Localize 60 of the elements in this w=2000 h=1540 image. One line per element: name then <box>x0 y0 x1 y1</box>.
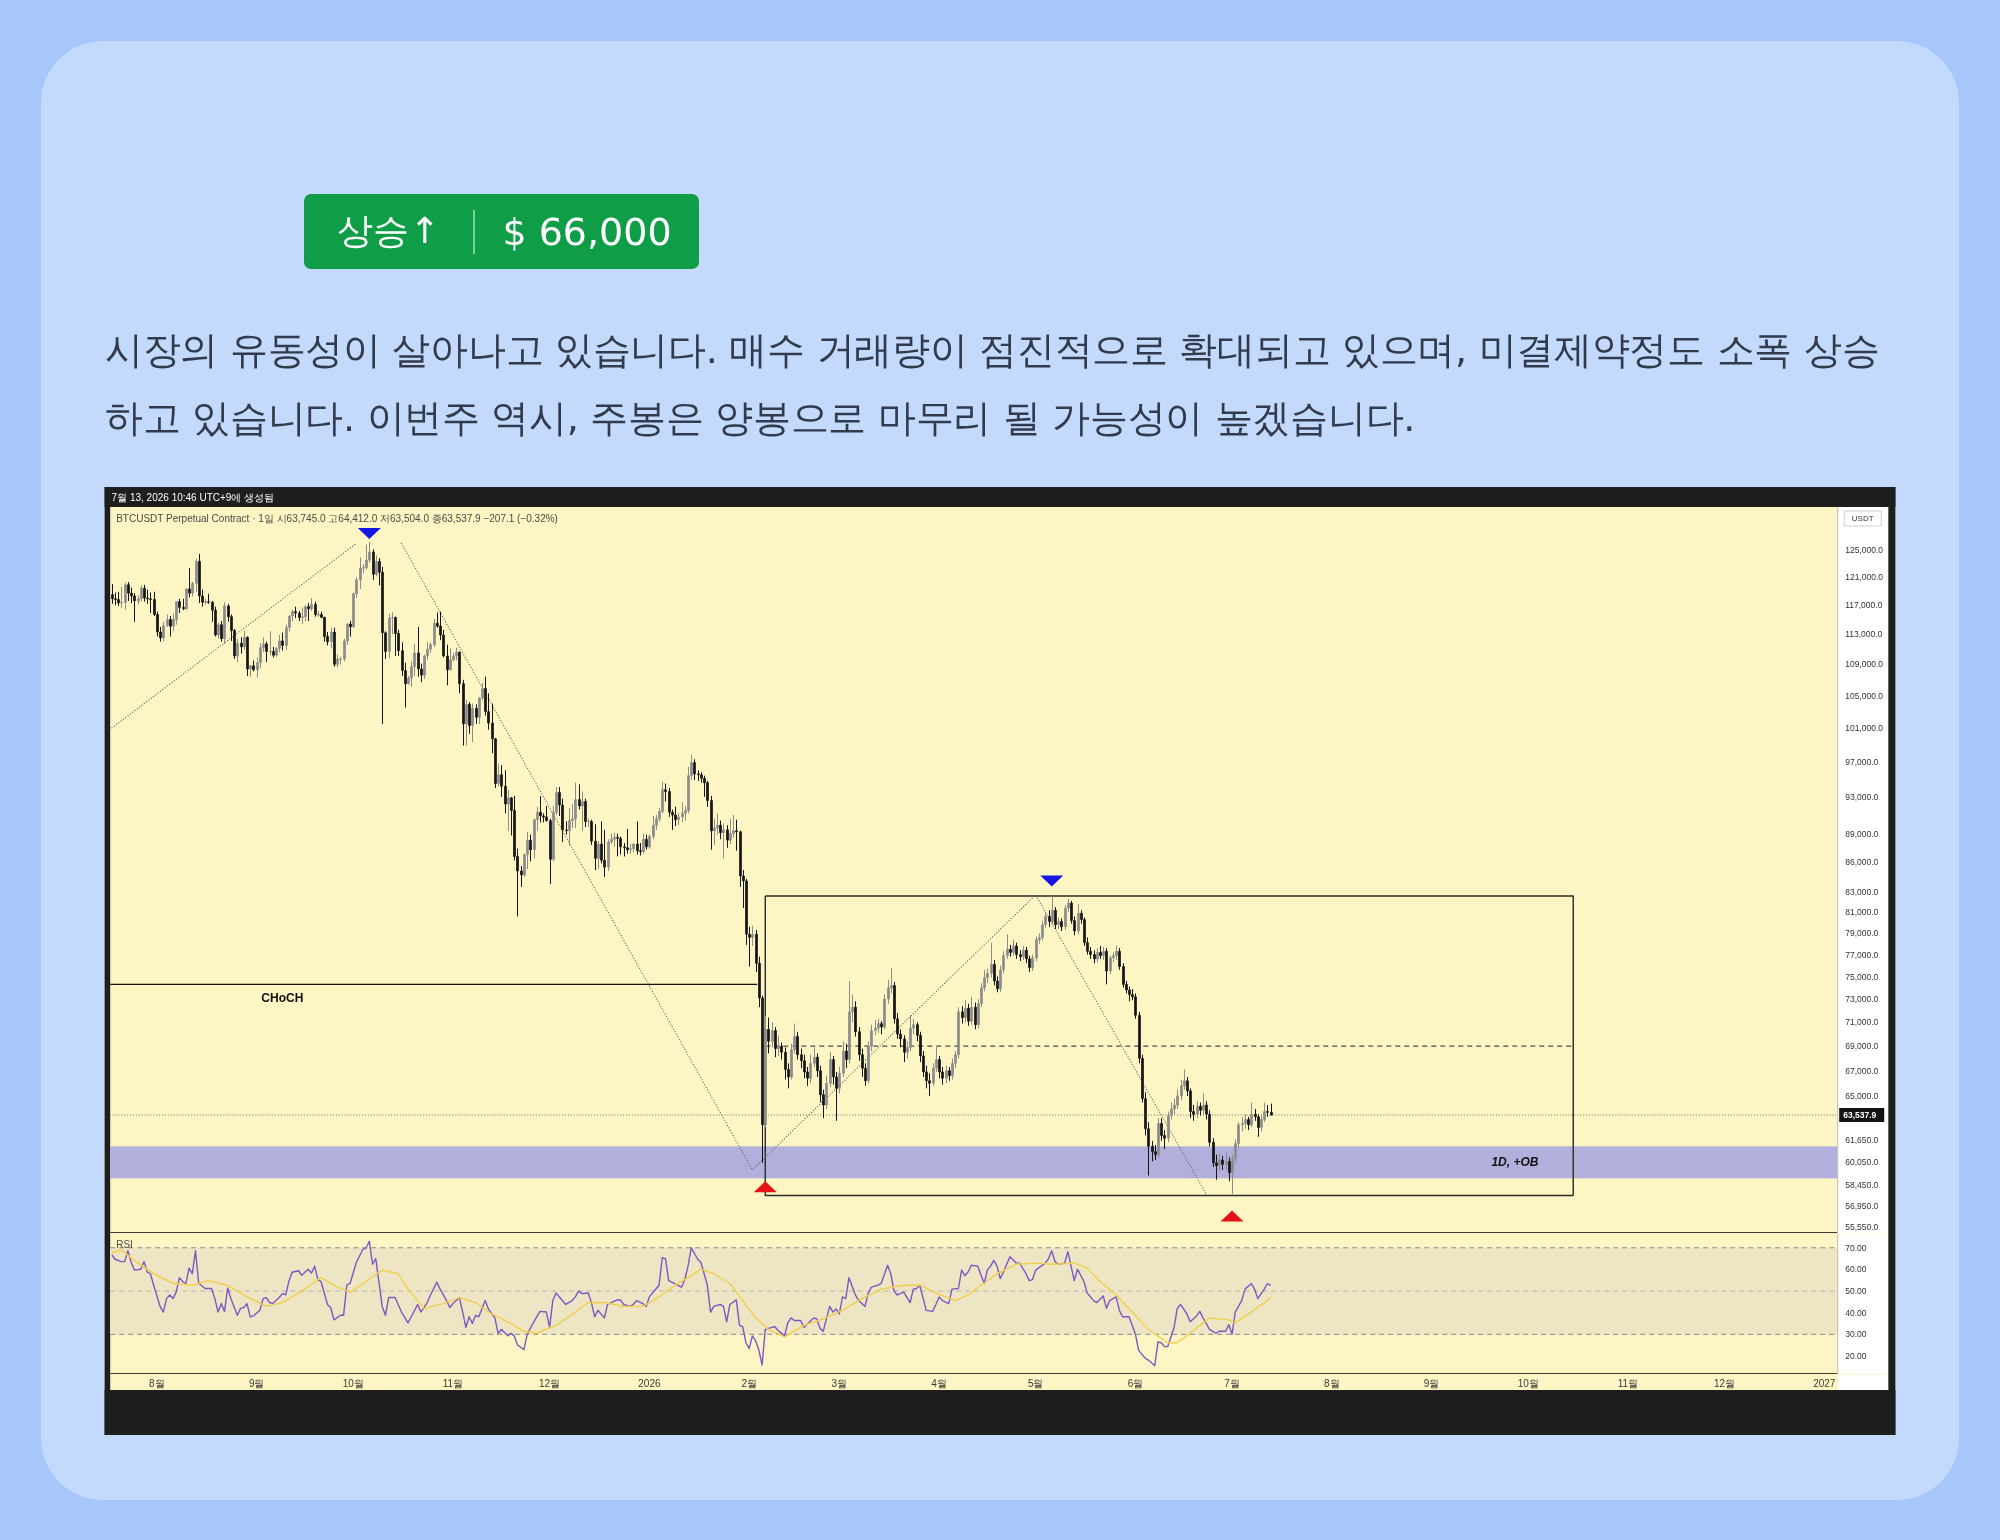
y-tick-label: 70.00 <box>1845 1242 1867 1253</box>
y-tick-label: 101,000.0 <box>1845 723 1884 733</box>
x-tick-label: 9월 <box>1423 1377 1440 1389</box>
x-tick-label: 2월 <box>741 1377 757 1389</box>
x-tick-label: 8월 <box>149 1377 165 1389</box>
y-tick-label: 93,000.0 <box>1845 791 1879 802</box>
y-tick-label: 50.00 <box>1845 1286 1867 1297</box>
y-tick-label: 89,000.0 <box>1845 828 1879 839</box>
y-tick-label: 77,000.0 <box>1845 949 1879 960</box>
x-tick-label: 2027 <box>1813 1377 1836 1389</box>
y-tick-label: 83,000.0 <box>1845 886 1879 897</box>
x-tick-label: 5월 <box>1027 1377 1044 1389</box>
x-tick-label: 12월 <box>539 1377 561 1389</box>
y-tick-label: 40.00 <box>1845 1307 1867 1318</box>
y-tick-label: 61,650.0 <box>1845 1135 1879 1146</box>
y-tick-label: 117,000.0 <box>1845 600 1883 611</box>
band-label: 1D, +OB <box>1491 1155 1539 1170</box>
x-tick-label: 2026 <box>638 1377 661 1389</box>
x-tick-label: 12월 <box>1713 1377 1736 1389</box>
x-tick-label: 7월 <box>1224 1377 1240 1389</box>
y-tick-label: 30.00 <box>1845 1329 1867 1340</box>
y-tick-label: 65,000.0 <box>1845 1091 1879 1101</box>
y-axis-title: USDT <box>1851 514 1874 523</box>
y-tick-label: 105,000.0 <box>1845 690 1884 701</box>
y-tick-label: 75,000.0 <box>1845 971 1879 982</box>
x-tick-label: 9월 <box>248 1377 265 1389</box>
text: 상승↑ <box>336 209 441 253</box>
text: 시장의 유동성이 살아나고 있습니다. 매수 거래량이 점진적으로 확대되고 있으며, 미결제약정도 소폭 상승하고 있습니다. 이번주 역시, 주봉은 양봉으로 마무리 될 가능성이 높겠습니다. <box>105 327 1881 442</box>
series-label: CHoCH <box>261 991 304 1006</box>
y-tick-label: 69,000.0 <box>1845 1041 1879 1052</box>
y-tick-label: 113,000.0 <box>1845 629 1883 640</box>
y-tick-label: 67,000.0 <box>1845 1065 1879 1076</box>
y-tick-label: 86,000.0 <box>1845 857 1879 868</box>
x-tick-label: 10월 <box>1517 1377 1539 1389</box>
y-tick-label: 79,000.0 <box>1845 928 1879 939</box>
y-tick-label: 20.00 <box>1845 1351 1867 1361</box>
x-tick-label: 8월 <box>1324 1377 1340 1389</box>
y-tick-label: 121,000.0 <box>1845 572 1884 583</box>
text: $ 66,000 <box>501 209 673 254</box>
y-tick-label: 97,000.0 <box>1845 756 1879 767</box>
text: 7월 13, 2026 10:46 UTC+9에 생성됨 <box>111 491 275 503</box>
y-tick-label: 55,550.0 <box>1845 1222 1879 1233</box>
ref-line-label: 63,537.9 <box>1843 1110 1877 1120</box>
x-tick-label: 10월 <box>342 1377 364 1389</box>
y-tick-label: 60,050.0 <box>1845 1157 1879 1168</box>
y-tick-label: 71,000.0 <box>1845 1017 1879 1028</box>
y-tick-label: 109,000.0 <box>1845 659 1884 670</box>
y-tick-label: 60.00 <box>1845 1264 1867 1275</box>
x-tick-label: 4월 <box>931 1377 947 1389</box>
y-tick-label: 81,000.0 <box>1845 907 1879 918</box>
y-tick-label: 58,450.0 <box>1845 1179 1879 1190</box>
y-tick-label: 125,000.0 <box>1845 545 1884 555</box>
y-tick-label: 73,000.0 <box>1845 994 1879 1005</box>
text: BTCUSDT Perpetual Contract · 1일 시63,745.0 고64,412.0 저63,504.0 종63,537.9 −207.1 (−0.32%) <box>116 512 558 524</box>
x-tick-label: 6월 <box>1127 1377 1144 1389</box>
x-tick-label: 3월 <box>831 1377 848 1389</box>
x-tick-label: 11월 <box>442 1377 464 1389</box>
y-tick-label: 56,950.0 <box>1845 1201 1879 1212</box>
x-tick-label: 11월 <box>1617 1377 1639 1389</box>
text: RSI <box>116 1239 133 1250</box>
